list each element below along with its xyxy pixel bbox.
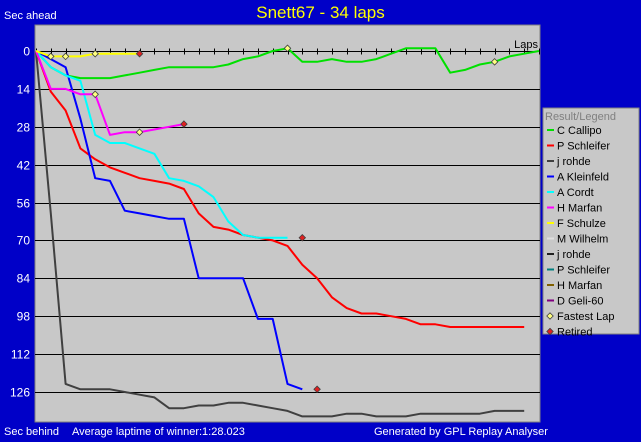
- fastest-lap-marker: [91, 90, 99, 99]
- legend-entry: A Cordt: [557, 187, 594, 199]
- generator-credit: Generated by GPL Replay Analyser: [374, 426, 548, 438]
- y-tick-label: 56: [17, 197, 31, 211]
- series-line: [35, 50, 525, 328]
- legend-entry: j rohde: [556, 249, 591, 261]
- legend-swatch: [546, 327, 554, 336]
- y-tick-label: 14: [17, 83, 31, 97]
- legend-entry: P Schleifer: [557, 265, 610, 277]
- legend-swatch: [546, 312, 554, 320]
- legend-entry: M Wilhelm: [557, 234, 608, 246]
- series-line: [35, 50, 185, 136]
- y-tick-label: 84: [17, 272, 31, 286]
- fastest-lap-marker: [490, 58, 499, 66]
- legend-entry: Fastest Lap: [557, 311, 614, 323]
- fastest-lap-marker: [135, 128, 144, 136]
- legend-entry: A Kleinfeld: [557, 172, 609, 184]
- chart-title: Snett67 - 34 laps: [256, 3, 385, 22]
- series-line: [35, 50, 525, 418]
- fastest-lap-marker: [283, 44, 292, 53]
- legend-box: [542, 107, 640, 335]
- y-tick-label: 42: [17, 159, 31, 173]
- fastest-lap-marker: [91, 49, 99, 58]
- retired-marker: [298, 233, 307, 242]
- y-tick-label: 70: [17, 234, 31, 248]
- series-line: [35, 50, 303, 391]
- retired-marker: [180, 120, 188, 128]
- legend-entry: H Marfan: [557, 280, 602, 292]
- sec-ahead-label: Sec ahead: [4, 10, 57, 22]
- series-line: [35, 50, 288, 239]
- legend-entry: H Marfan: [557, 203, 602, 215]
- legend-entry: P Schleifer: [557, 141, 610, 153]
- y-tick-label: 0: [23, 45, 30, 59]
- plot-area: [34, 24, 541, 423]
- legend-entry: j rohde: [556, 156, 591, 168]
- fastest-lap-marker: [47, 52, 55, 61]
- legend-title: Result/Legend: [545, 111, 616, 123]
- y-tick-label: 98: [17, 310, 31, 324]
- legend-entry: Retired: [557, 327, 592, 339]
- legend-entry: D Geli-60: [557, 296, 603, 308]
- y-tick-label: 28: [17, 121, 31, 135]
- x-axis-label: Laps: [514, 39, 538, 51]
- sec-behind-label: Sec behind: [4, 426, 60, 438]
- y-tick-label: 112: [11, 348, 30, 362]
- legend-entry: C Callipo: [557, 125, 602, 137]
- fastest-lap-marker: [61, 52, 70, 61]
- retired-marker: [135, 49, 144, 58]
- retired-marker: [313, 385, 321, 394]
- legend-entry: F Schulze: [557, 218, 606, 230]
- y-tick-label: 126: [10, 386, 30, 400]
- average-laptime-label: Average laptime of winner:1:28.023: [72, 426, 245, 438]
